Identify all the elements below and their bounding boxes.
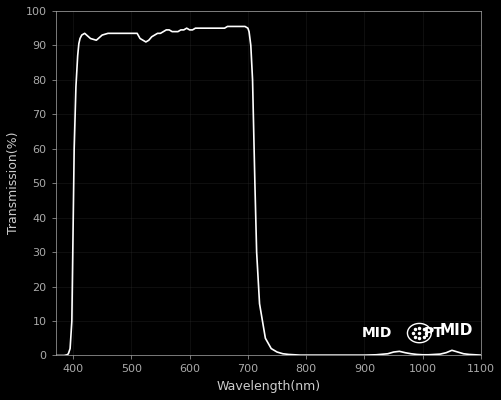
Y-axis label: Transmission(%): Transmission(%) bbox=[7, 132, 20, 234]
Text: MID: MID bbox=[438, 323, 471, 338]
Text: MID: MID bbox=[361, 326, 391, 340]
Text: PT: PT bbox=[423, 326, 442, 340]
X-axis label: Wavelength(nm): Wavelength(nm) bbox=[216, 380, 320, 393]
